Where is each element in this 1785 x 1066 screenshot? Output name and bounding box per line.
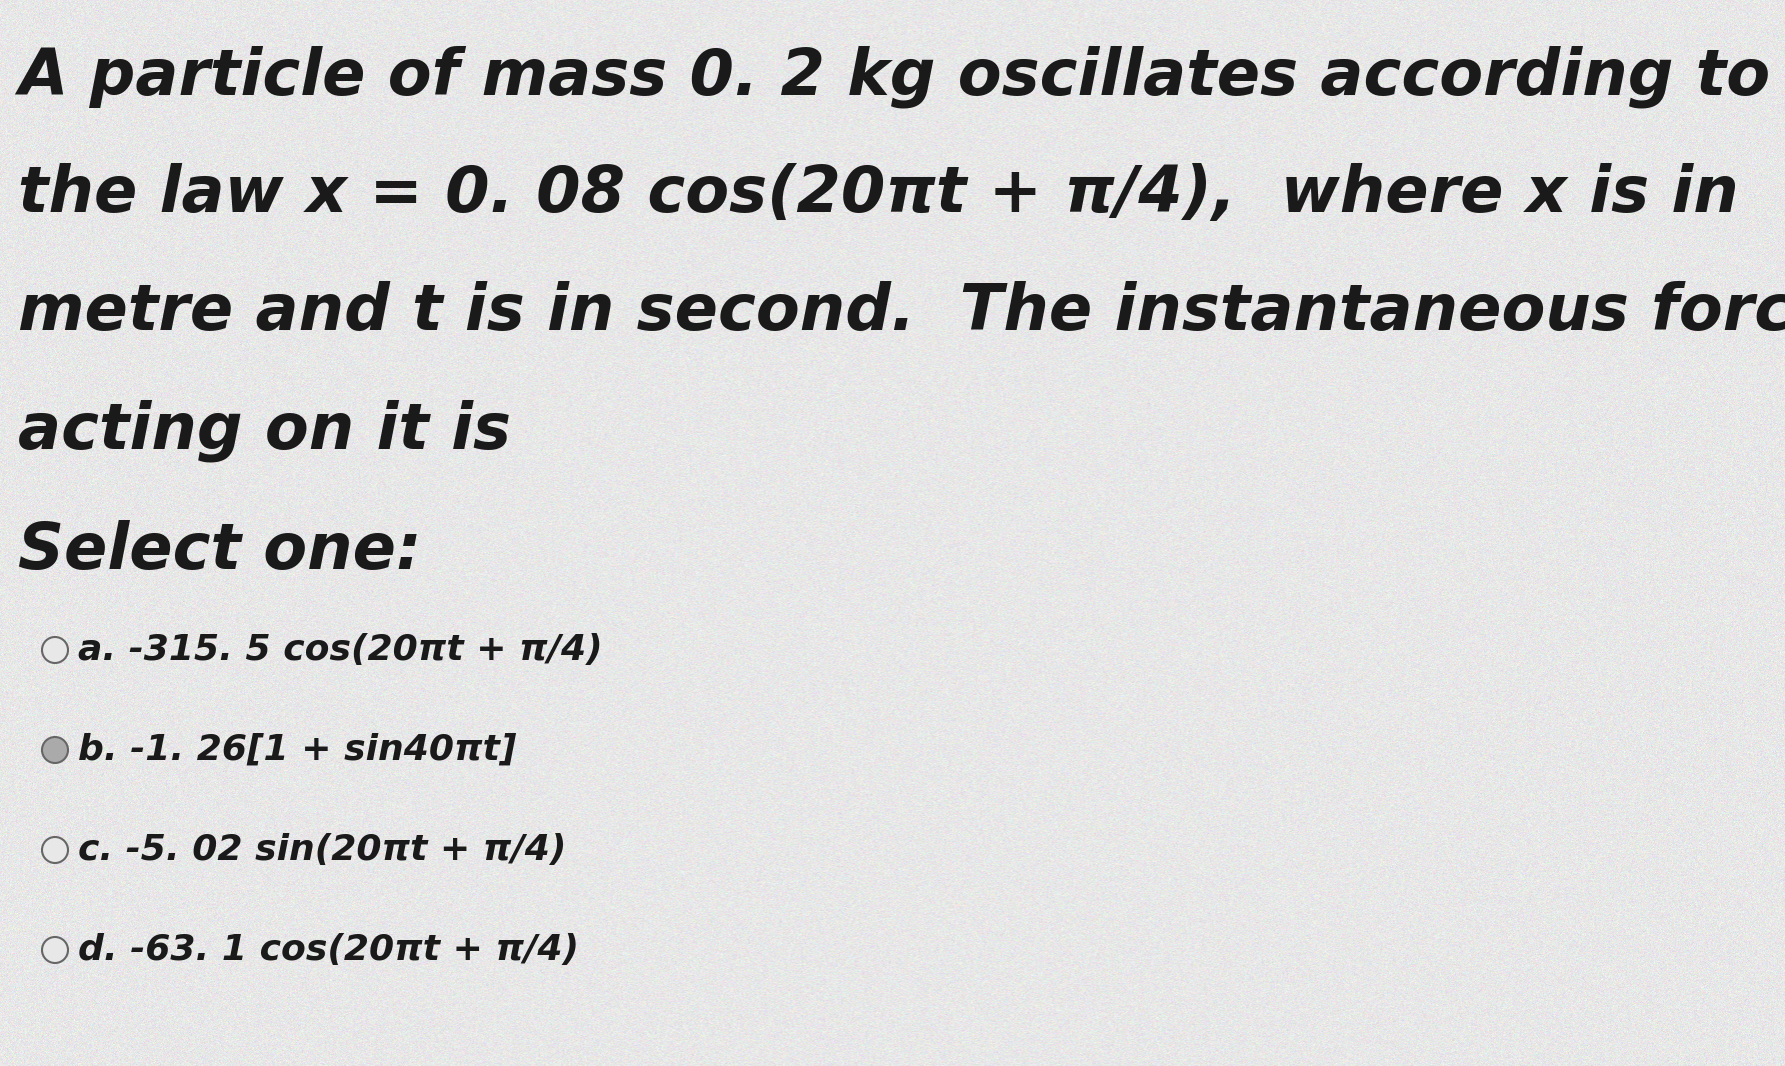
Text: A particle of mass 0. 2 kg oscillates according to: A particle of mass 0. 2 kg oscillates ac…: [18, 45, 1771, 108]
Text: c. -5. 02 sin(20πt + π/4): c. -5. 02 sin(20πt + π/4): [79, 833, 566, 867]
Text: b. -1. 26[1 + sin40πt]: b. -1. 26[1 + sin40πt]: [79, 733, 516, 768]
Circle shape: [43, 937, 68, 963]
Circle shape: [43, 737, 68, 763]
Text: the law x = 0. 08 cos(20πt + π/4),  where x is in: the law x = 0. 08 cos(20πt + π/4), where…: [18, 163, 1739, 225]
Circle shape: [43, 637, 68, 663]
Text: Select one:: Select one:: [18, 520, 421, 582]
Text: metre and t is in second.  The instantaneous force: metre and t is in second. The instantane…: [18, 281, 1785, 343]
Circle shape: [43, 837, 68, 863]
Text: acting on it is: acting on it is: [18, 399, 511, 462]
Text: a. -315. 5 cos(20πt + π/4): a. -315. 5 cos(20πt + π/4): [79, 633, 603, 667]
Text: d. -63. 1 cos(20πt + π/4): d. -63. 1 cos(20πt + π/4): [79, 933, 578, 967]
